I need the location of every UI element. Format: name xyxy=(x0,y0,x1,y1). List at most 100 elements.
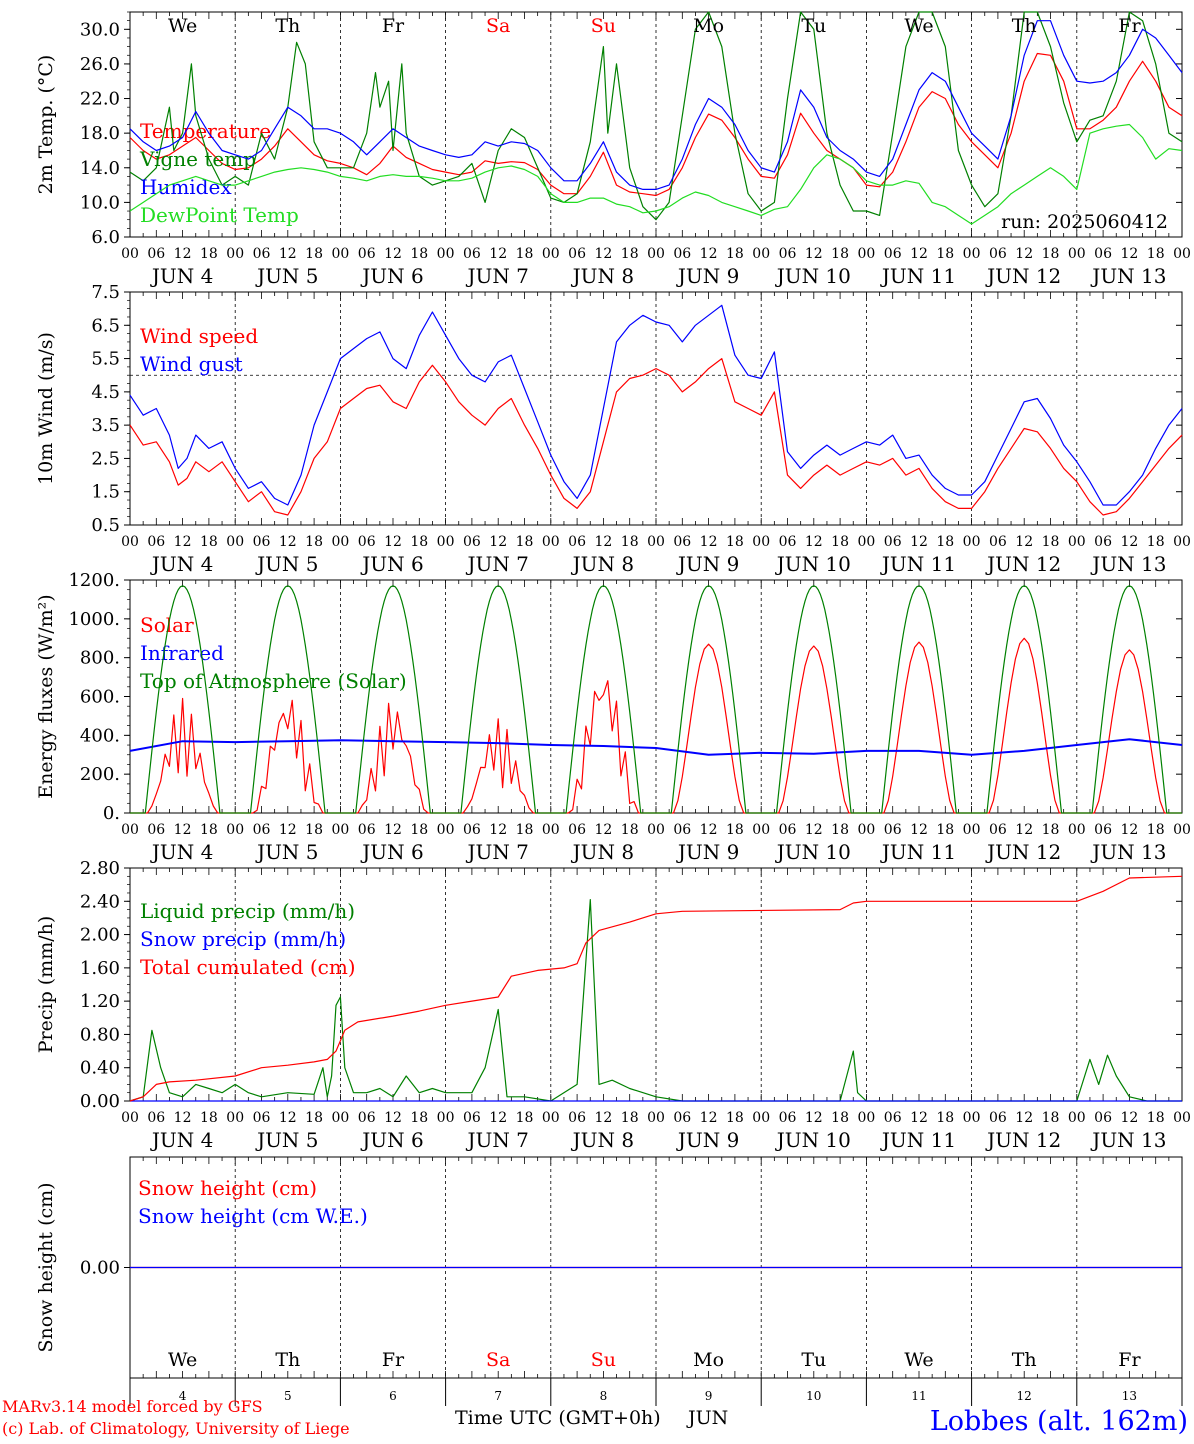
x-hour-label: 18 xyxy=(516,246,534,262)
x-hour-label: 00 xyxy=(1068,246,1086,262)
x-day-label: JUN 5 xyxy=(255,552,318,576)
day-number-label: 4 xyxy=(179,1389,187,1403)
legend-entry: Vigne temp xyxy=(139,147,256,171)
x-day-label: JUN 13 xyxy=(1090,552,1166,576)
x-hour-label: 00 xyxy=(647,1110,665,1126)
day-number-label: 12 xyxy=(1017,1389,1032,1403)
x-hour-label: 00 xyxy=(226,534,244,550)
series-line-top-of-atmosphere-solar- xyxy=(130,585,1182,814)
x-hour-label: 12 xyxy=(700,246,718,262)
day-number-label: 10 xyxy=(806,1389,821,1403)
x-hour-label: 18 xyxy=(200,246,218,262)
x-hour-label: 12 xyxy=(910,822,928,838)
x-hour-label: 06 xyxy=(253,822,271,838)
x-hour-label: 06 xyxy=(884,822,902,838)
x-hour-label: 12 xyxy=(1015,246,1033,262)
x-hour-label: 18 xyxy=(936,1110,954,1126)
x-day-label: JUN 10 xyxy=(775,1128,851,1152)
day-of-week-label: Su xyxy=(591,15,616,37)
x-hour-label: 00 xyxy=(1173,246,1191,262)
x-hour-label: 06 xyxy=(463,246,481,262)
x-hour-label: 12 xyxy=(384,1110,402,1126)
x-hour-label: 18 xyxy=(726,822,744,838)
x-hour-label: 18 xyxy=(1042,1110,1060,1126)
x-hour-label: 06 xyxy=(358,246,376,262)
x-hour-label: 12 xyxy=(1015,822,1033,838)
x-hour-label: 12 xyxy=(700,822,718,838)
x-hour-label: 06 xyxy=(779,1110,797,1126)
x-day-label: JUN 6 xyxy=(360,840,423,864)
x-hour-label: 18 xyxy=(200,534,218,550)
x-day-label: JUN 5 xyxy=(255,264,318,288)
series-line-dewpoint-temp xyxy=(129,123,1183,225)
x-hour-label: 06 xyxy=(463,534,481,550)
x-hour-label: 06 xyxy=(253,246,271,262)
x-day-label: JUN 10 xyxy=(775,264,851,288)
day-of-week-label: We xyxy=(904,1349,933,1371)
x-hour-label: 06 xyxy=(989,246,1007,262)
y-tick-label: 2.5 xyxy=(91,448,120,469)
x-hour-label: 06 xyxy=(673,534,691,550)
x-hour-label: 06 xyxy=(779,534,797,550)
x-day-label: JUN 13 xyxy=(1090,264,1166,288)
x-hour-label: 06 xyxy=(989,822,1007,838)
x-hour-label: 00 xyxy=(963,822,981,838)
day-number-label: 6 xyxy=(389,1389,397,1403)
x-hour-label: 06 xyxy=(463,1110,481,1126)
day-of-week-label: Fr xyxy=(382,1349,405,1371)
x-hour-label: 12 xyxy=(910,246,928,262)
day-of-week-label: Th xyxy=(1012,15,1037,37)
y-tick-label: 26.0 xyxy=(80,54,120,75)
x-hour-label: 12 xyxy=(279,1110,297,1126)
x-hour-label: 12 xyxy=(594,1110,612,1126)
series-line-total-cumulated-cm- xyxy=(129,875,1183,1102)
x-hour-label: 00 xyxy=(752,534,770,550)
x-hour-label: 00 xyxy=(542,822,560,838)
footer-lab: (c) Lab. of Climatology, University of L… xyxy=(2,1419,350,1438)
x-hour-label: 12 xyxy=(384,534,402,550)
panel-precip: 0.00 0.40 0.80 1.20 1.60 2.00 2.40 2.80 Precip (… xyxy=(35,858,1191,1152)
x-hour-label: 00 xyxy=(331,246,349,262)
y-tick-label: 7.5 xyxy=(91,282,120,303)
x-hour-label: 06 xyxy=(253,1110,271,1126)
x-day-label: JUN 4 xyxy=(150,840,213,864)
legend-entry: Wind speed xyxy=(140,324,258,348)
y-axis-label: 10m Wind (m/s) xyxy=(35,332,57,485)
legend-entry: Wind gust xyxy=(140,352,243,376)
y-tick-label: 4.5 xyxy=(91,382,120,403)
x-hour-label: 12 xyxy=(700,534,718,550)
x-hour-label: 06 xyxy=(884,534,902,550)
x-hour-label: 00 xyxy=(1173,822,1191,838)
x-hour-label: 00 xyxy=(121,534,139,550)
x-hour-label: 18 xyxy=(831,534,849,550)
x-hour-label: 12 xyxy=(174,246,192,262)
x-day-label: JUN 12 xyxy=(985,1128,1061,1152)
x-hour-label: 06 xyxy=(1094,246,1112,262)
x-hour-label: 12 xyxy=(489,822,507,838)
legend-entry: Snow height (cm W.E.) xyxy=(138,1204,368,1228)
day-of-week-label: Th xyxy=(1012,1349,1037,1371)
x-hour-label: 06 xyxy=(779,822,797,838)
x-hour-label: 18 xyxy=(936,534,954,550)
x-day-label: JUN 12 xyxy=(985,552,1061,576)
x-hour-label: 00 xyxy=(121,246,139,262)
x-hour-label: 18 xyxy=(410,534,428,550)
y-axis-label: Energy fluxes (W/m²) xyxy=(35,594,57,798)
x-hour-label: 06 xyxy=(147,534,165,550)
x-hour-label: 12 xyxy=(1120,534,1138,550)
y-axis-label: Precip (mm/h) xyxy=(35,916,57,1054)
x-hour-label: 00 xyxy=(1068,822,1086,838)
x-hour-label: 12 xyxy=(700,1110,718,1126)
y-tick-label: 14.0 xyxy=(80,158,120,179)
x-hour-label: 18 xyxy=(305,534,323,550)
y-tick-label: 1000. xyxy=(68,609,120,630)
y-tick-label: 6.0 xyxy=(91,227,120,248)
x-hour-label: 06 xyxy=(568,246,586,262)
legend-entry: Snow precip (mm/h) xyxy=(140,927,346,951)
x-day-label: JUN 11 xyxy=(880,264,956,288)
y-tick-label: 2.80 xyxy=(80,858,120,879)
series-line-wind-speed xyxy=(129,358,1183,516)
x-hour-label: 12 xyxy=(805,822,823,838)
x-day-label: JUN 6 xyxy=(360,1128,423,1152)
x-hour-label: 06 xyxy=(673,1110,691,1126)
